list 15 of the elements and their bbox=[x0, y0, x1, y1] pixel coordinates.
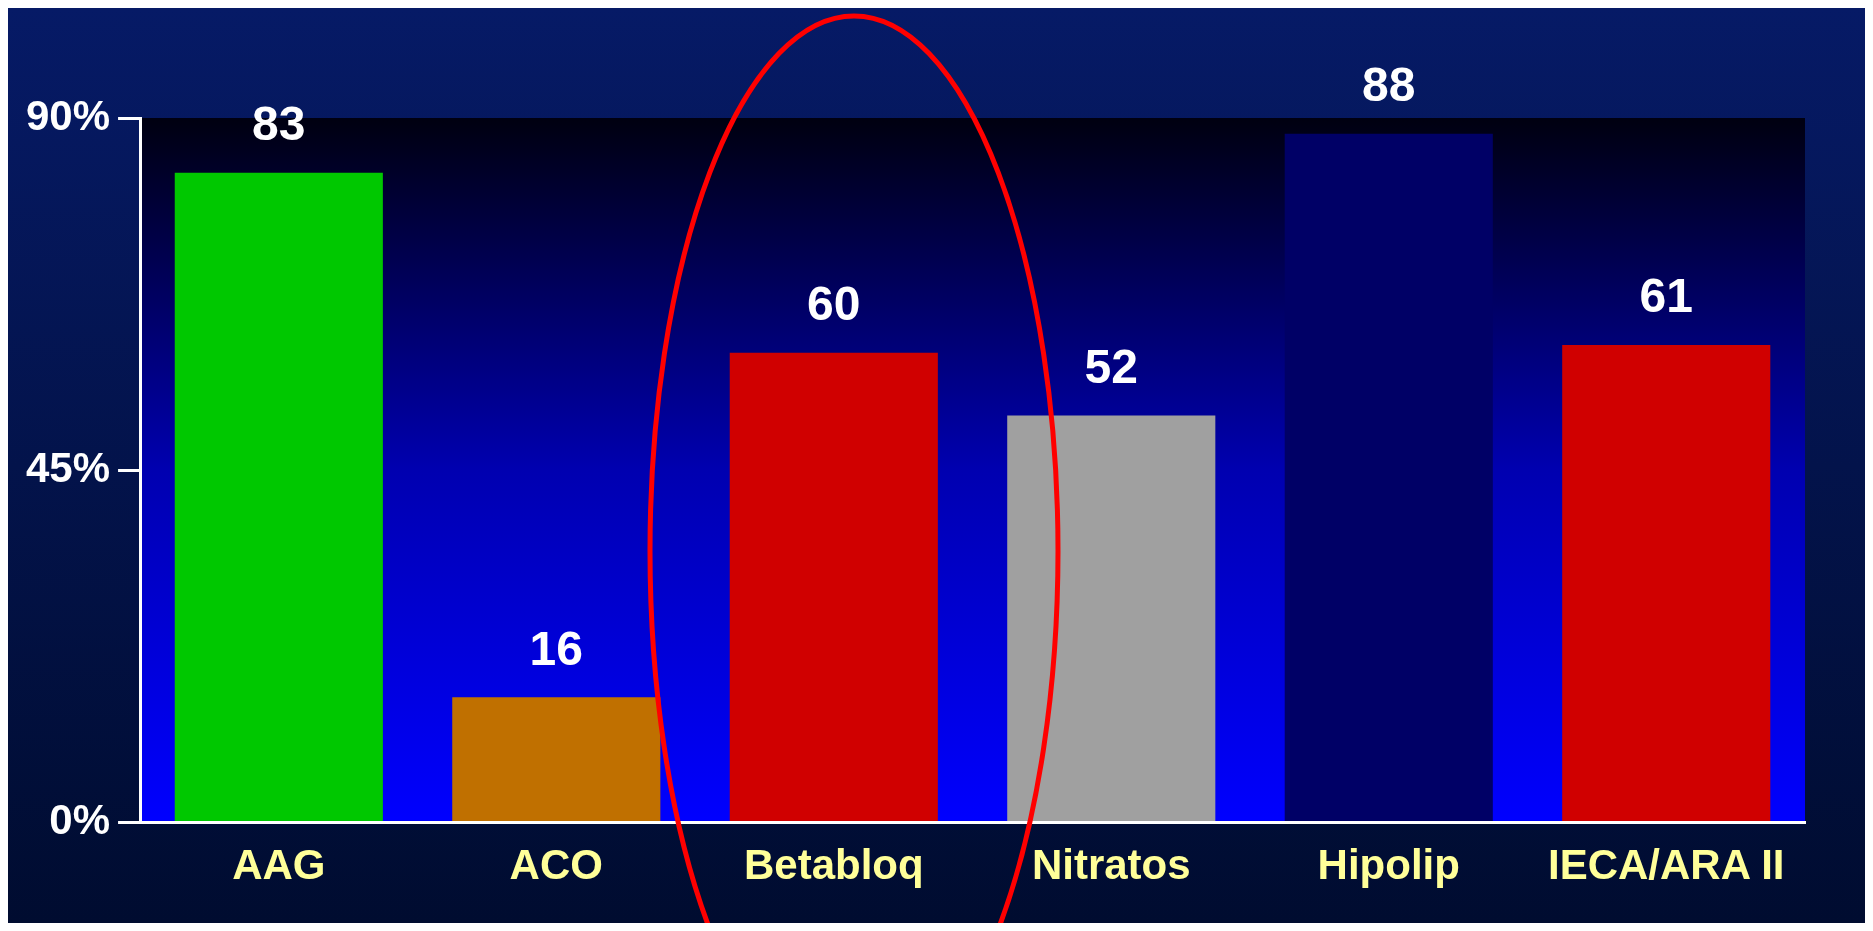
data-label: 16 bbox=[529, 621, 583, 675]
data-label: 52 bbox=[1084, 339, 1138, 393]
x-tick-label: IECA/ARA II bbox=[1548, 841, 1785, 889]
y-tick-label: 90% bbox=[26, 91, 111, 139]
y-tick-label: 45% bbox=[26, 443, 111, 491]
x-tick-label: Hipolip bbox=[1317, 841, 1460, 889]
y-tick-label: 0% bbox=[49, 796, 111, 844]
x-tick-label: ACO bbox=[509, 841, 603, 889]
data-label: 60 bbox=[807, 277, 861, 331]
data-label: 88 bbox=[1362, 57, 1416, 111]
data-label: 61 bbox=[1639, 269, 1693, 323]
x-tick-label: Nitratos bbox=[1031, 841, 1191, 889]
x-tick-label: Betabloq bbox=[743, 841, 924, 889]
x-tick-label: AAG bbox=[232, 841, 326, 889]
data-label: 83 bbox=[252, 97, 306, 151]
